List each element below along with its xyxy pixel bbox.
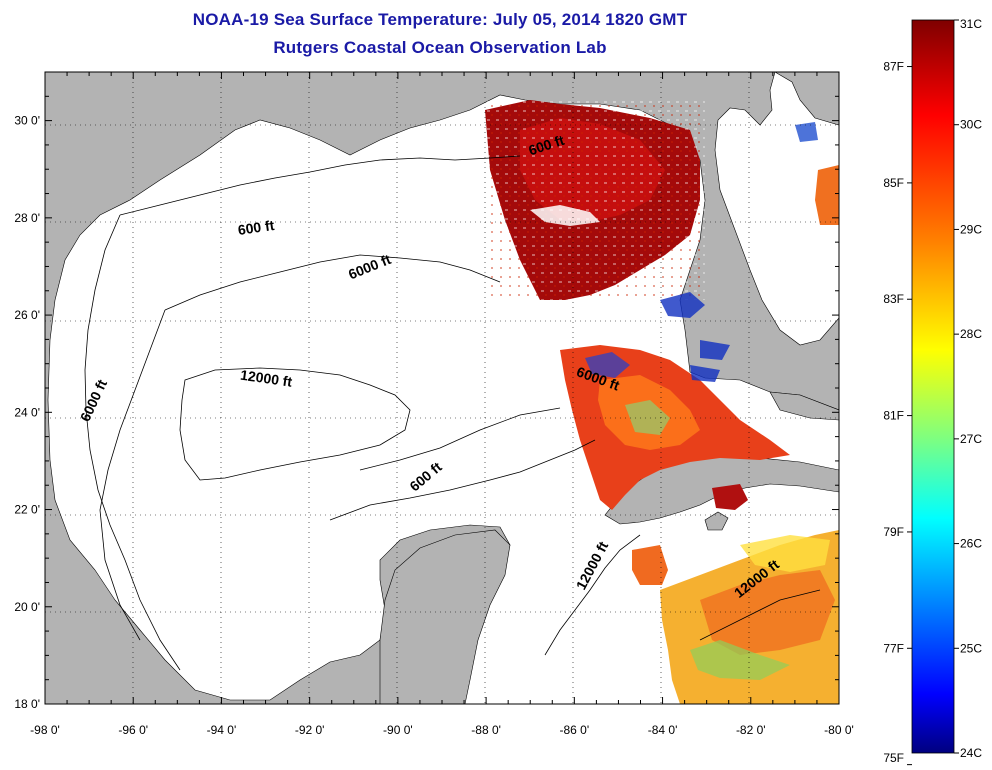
- colorbar-fahrenheit-label: 75F: [883, 751, 904, 765]
- sst-blue-patches: [660, 292, 730, 382]
- sst-cloud-gap: [530, 205, 600, 226]
- lat-tick-label: 24 0': [14, 405, 40, 419]
- lon-tick-label: -96 0': [118, 723, 148, 737]
- sst-swath-yucatan-channel: [632, 545, 668, 585]
- colorbar-celsius-label: 25C: [960, 641, 982, 655]
- lat-tick-label: 22 0': [14, 503, 40, 517]
- colorbar-labels: 31C 30C 29C 28C 27C 26C 25C 24C 87F 85F 83F 81F 79F 7…: [883, 17, 982, 766]
- colorbar-celsius-label: 28C: [960, 327, 982, 341]
- sst-caribbean-green: [690, 640, 790, 680]
- colorbar-celsius-label: 30C: [960, 118, 982, 132]
- contour-12000ft-south: [544, 534, 821, 656]
- sst-loop-current-green: [625, 400, 670, 435]
- sst-florida-east: [815, 165, 839, 225]
- lat-tick-label: 30 0': [14, 114, 40, 128]
- lon-tick-label: -90 0': [383, 723, 413, 737]
- lon-tick-label: -80 0': [824, 723, 854, 737]
- map-title: NOAA-19 Sea Surface Temperature: July 05…: [192, 10, 688, 29]
- colorbar-celsius-label: 24C: [960, 746, 982, 760]
- lat-tick-label: 26 0': [14, 308, 40, 322]
- land-yucatan: [379, 529, 511, 704]
- sst-caribbean-orange: [700, 570, 835, 655]
- lon-tick-label: -82 0': [736, 723, 766, 737]
- colorbar-celsius-label: 29C: [960, 222, 982, 236]
- axis-ticks: -98 0' -96 0' -94 0' -92 0' -90 0' -88 0' -86 …: [14, 71, 854, 737]
- land-florida-tip: [769, 391, 839, 421]
- contour-12000ft: [179, 367, 411, 481]
- contour-label: 600 ft: [237, 217, 276, 238]
- lon-tick-label: -94 0': [207, 723, 237, 737]
- colorbar: [911, 19, 955, 754]
- lon-tick-label: -98 0': [30, 723, 60, 737]
- contour-600ft: [84, 155, 596, 671]
- colorbar-celsius-label: 31C: [960, 17, 982, 31]
- colorbar-fahrenheit-label: 81F: [883, 409, 904, 423]
- colorbar-fahrenheit-label: 87F: [883, 60, 904, 74]
- lat-tick-label: 20 0': [14, 600, 40, 614]
- colorbar-celsius-label: 27C: [960, 432, 982, 446]
- graticule: [45, 72, 839, 704]
- contour-6000ft: [99, 254, 561, 641]
- lat-tick-label: 18 0': [14, 697, 40, 711]
- bathymetry-contours: [84, 155, 821, 671]
- colorbar-fahrenheit-label: 85F: [883, 176, 904, 190]
- colorbar-fahrenheit-label: 77F: [883, 641, 904, 655]
- sst-florida-east-blue: [795, 122, 818, 142]
- lat-tick-label: 28 0': [14, 211, 40, 225]
- lon-tick-label: -92 0': [295, 723, 325, 737]
- sst-cuba-north-red: [712, 484, 748, 510]
- colorbar-fahrenheit-label: 79F: [883, 525, 904, 539]
- lon-tick-label: -86 0': [560, 723, 590, 737]
- lon-tick-label: -88 0': [471, 723, 501, 737]
- lon-tick-label: -84 0': [648, 723, 678, 737]
- contour-label: 12000 ft: [239, 367, 293, 390]
- colorbar-fahrenheit-label: 83F: [883, 292, 904, 306]
- land-isle-of-youth: [704, 511, 729, 531]
- sst-loop-current-blue: [585, 352, 630, 378]
- map-subtitle: Rutgers Coastal Ocean Observation Lab: [273, 38, 607, 57]
- colorbar-celsius-label: 26C: [960, 537, 982, 551]
- sst-caribbean-yellow: [740, 535, 830, 572]
